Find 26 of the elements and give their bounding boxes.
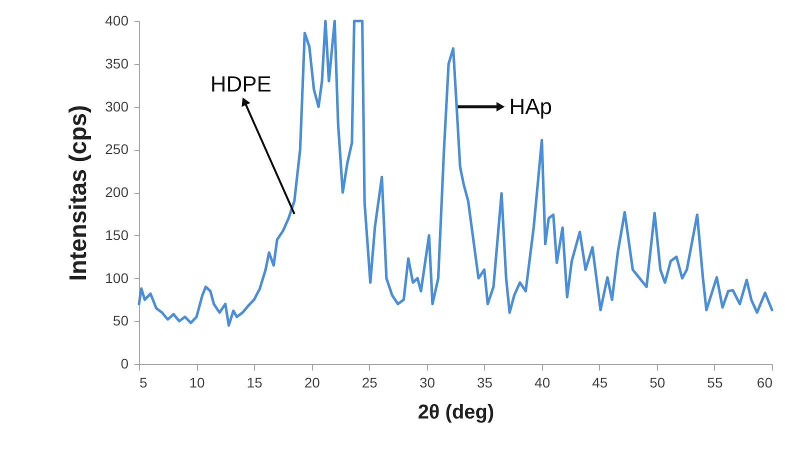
x-tick-label: 5	[140, 374, 148, 390]
x-tick-label: 30	[419, 374, 436, 390]
annotation: HDPE	[210, 71, 272, 96]
y-tick-label: 200	[105, 184, 129, 200]
y-tick-label: 350	[105, 55, 129, 72]
y-tick-label: 400	[105, 12, 129, 28]
y-tick-label: 100	[105, 270, 129, 286]
line-series	[138, 20, 774, 327]
x-tick-label: 40	[534, 374, 550, 390]
x-tick-label: 55	[707, 374, 723, 390]
y-tick-label: 150	[105, 226, 129, 243]
x-tick-label: 45	[592, 374, 608, 390]
y-tick-label: 0	[120, 356, 129, 372]
x-tick-label: 35	[476, 374, 493, 390]
x-tick-label: 20	[304, 374, 320, 390]
x-tick-label: 50	[650, 374, 666, 390]
x-tick-label: 10	[189, 374, 206, 390]
x-tick-label: 15	[246, 374, 263, 390]
annotation: HAp	[509, 94, 552, 119]
y-tick-label: 250	[105, 141, 129, 158]
y-tick-label: 300	[105, 98, 129, 114]
x-axis-title: 2θ (deg)	[418, 402, 494, 424]
x-tick-label: 60	[756, 374, 773, 390]
x-tick-label: 25	[362, 374, 378, 390]
y-axis-title: Intensitas (cps)	[65, 104, 92, 282]
y-tick-label: 50	[112, 312, 129, 329]
